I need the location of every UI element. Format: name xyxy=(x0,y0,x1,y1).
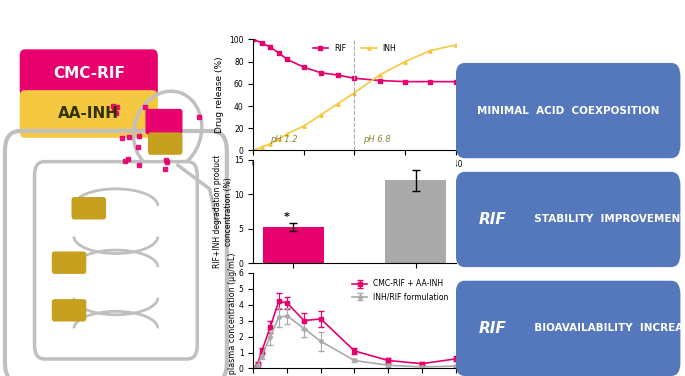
INH xyxy=(300,124,308,128)
FancyBboxPatch shape xyxy=(456,63,680,158)
INH xyxy=(350,91,359,95)
INH xyxy=(258,145,266,149)
FancyBboxPatch shape xyxy=(71,197,106,220)
FancyBboxPatch shape xyxy=(145,109,182,134)
INH xyxy=(283,132,291,136)
RIF xyxy=(266,45,275,50)
Text: MINIMAL  ACID  COEXPOSITION: MINIMAL ACID COEXPOSITION xyxy=(477,106,659,115)
RIF xyxy=(426,79,434,84)
FancyBboxPatch shape xyxy=(52,252,86,274)
Text: RIF: RIF xyxy=(478,321,506,336)
Bar xyxy=(262,227,324,263)
INH xyxy=(275,137,283,141)
Text: pH 6.8: pH 6.8 xyxy=(363,135,390,144)
Text: Site-specific delivery system of rifampicin (RIF) and isoniazid (INH): Site-specific delivery system of rifampi… xyxy=(28,11,657,29)
Text: CMC-RIF: CMC-RIF xyxy=(53,66,125,80)
RIF xyxy=(316,71,325,75)
RIF xyxy=(375,78,384,83)
INH xyxy=(316,113,325,117)
FancyBboxPatch shape xyxy=(456,281,680,376)
Text: pH 1.2: pH 1.2 xyxy=(271,135,298,144)
Legend: RIF, INH: RIF, INH xyxy=(310,41,399,56)
Line: RIF: RIF xyxy=(251,38,458,83)
INH xyxy=(375,73,384,77)
RIF xyxy=(350,76,359,80)
Line: INH: INH xyxy=(251,43,458,152)
Text: RIF: RIF xyxy=(478,212,506,227)
RIF xyxy=(249,37,258,42)
INH xyxy=(266,141,275,146)
FancyBboxPatch shape xyxy=(20,49,158,97)
RIF xyxy=(300,65,308,70)
Text: *: * xyxy=(284,212,290,222)
Text: AA-INH: AA-INH xyxy=(58,106,119,121)
Y-axis label: Drug release (%): Drug release (%) xyxy=(214,57,224,133)
Legend: CMC-RIF + AA-INH, INH/RIF formulation: CMC-RIF + AA-INH, INH/RIF formulation xyxy=(349,276,451,304)
INH xyxy=(249,148,258,153)
FancyBboxPatch shape xyxy=(20,90,158,138)
Y-axis label: RIF plasma concentration (μg/mL): RIF plasma concentration (μg/mL) xyxy=(229,252,238,376)
FancyBboxPatch shape xyxy=(52,299,86,321)
FancyBboxPatch shape xyxy=(34,162,197,359)
RIF xyxy=(258,41,266,45)
RIF xyxy=(283,57,291,62)
INH xyxy=(451,43,460,47)
Text: BIOAVAILABILITY  INCREASE: BIOAVAILABILITY INCREASE xyxy=(527,323,685,334)
INH xyxy=(401,59,409,64)
RIF xyxy=(334,73,342,77)
INH xyxy=(334,102,342,106)
Text: STABILITY  IMPROVEMENT: STABILITY IMPROVEMENT xyxy=(527,214,685,224)
Bar xyxy=(385,180,447,263)
RIF xyxy=(275,50,283,55)
FancyBboxPatch shape xyxy=(148,132,182,155)
INH xyxy=(426,49,434,53)
RIF xyxy=(401,79,409,84)
FancyBboxPatch shape xyxy=(456,172,680,267)
X-axis label: time (min): time (min) xyxy=(331,175,378,184)
Y-axis label: RIF+INH degradation product
concentration (%): RIF+INH degradation product concentratio… xyxy=(213,155,233,268)
RIF xyxy=(451,79,460,84)
